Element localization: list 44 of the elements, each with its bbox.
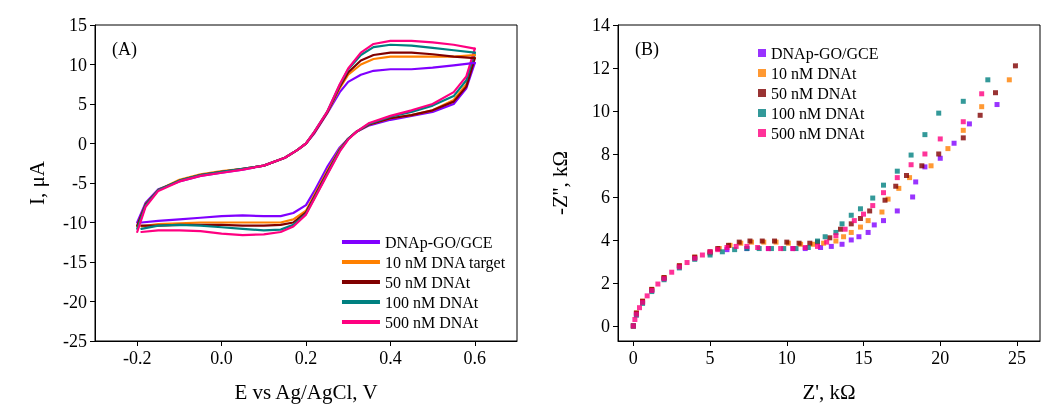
y-tick-label: 12: [592, 57, 610, 78]
y-tick-label: 2: [601, 272, 610, 293]
y-tick-label: 14: [592, 15, 610, 35]
legend-label: 100 nM DNAt: [384, 293, 479, 311]
legend-label: 10 nM DNA target: [384, 253, 506, 272]
y-tick-label: -25: [63, 331, 87, 351]
annotation: (B): [635, 39, 659, 60]
legend-label: 500 nM DNAt: [384, 313, 479, 331]
x-tick-label: 25: [1007, 348, 1026, 368]
legend-label: DNAp-GO/GCE: [384, 233, 493, 252]
x-axis-title: E vs Ag/AgCl, V: [234, 379, 378, 404]
y-tick-label: -10: [63, 212, 87, 233]
x-tick-label: 0: [628, 348, 638, 368]
x-tick-label: 15: [854, 348, 873, 368]
x-tick-label: 0.0: [210, 348, 233, 368]
y-axis-title: -Z'', kΩ: [547, 151, 572, 215]
y-tick-label: 15: [69, 15, 87, 35]
x-axis-title: Z', kΩ: [802, 379, 856, 404]
y-tick-label: 10: [69, 54, 87, 75]
x-tick-label: 0.2: [294, 348, 318, 368]
y-tick-label: 5: [78, 94, 87, 114]
legend-label: 100 nM DNAt: [771, 104, 865, 122]
legend-label: DNAp-GO/GCE: [771, 44, 879, 63]
x-tick-label: 20: [931, 348, 950, 368]
legend-label: 500 nM DNAt: [771, 124, 865, 142]
annotation: (A): [112, 39, 137, 60]
y-tick-label: 6: [601, 186, 610, 207]
y-tick-label: 0: [601, 315, 610, 336]
legend-label: 10 nM DNAt: [771, 64, 857, 82]
legend-label: 50 nM DNAt: [771, 84, 857, 102]
y-tick-label: 0: [78, 133, 87, 154]
x-tick-label: 0.4: [379, 348, 402, 368]
x-tick-label: 10: [777, 348, 796, 368]
x-tick-label: 0.6: [463, 348, 487, 368]
x-tick-label: -0.2: [122, 348, 152, 368]
y-axis-title: I, μA: [24, 160, 49, 205]
y-tick-label: -5: [72, 173, 87, 193]
y-tick-label: 10: [592, 100, 610, 121]
y-tick-label: -20: [63, 291, 87, 312]
legend-label: 50 nM DNAt: [384, 273, 471, 291]
x-tick-label: 5: [705, 348, 715, 368]
y-tick-label: 8: [601, 143, 610, 164]
y-tick-label: 4: [601, 229, 610, 250]
y-tick-label: -15: [63, 252, 87, 272]
